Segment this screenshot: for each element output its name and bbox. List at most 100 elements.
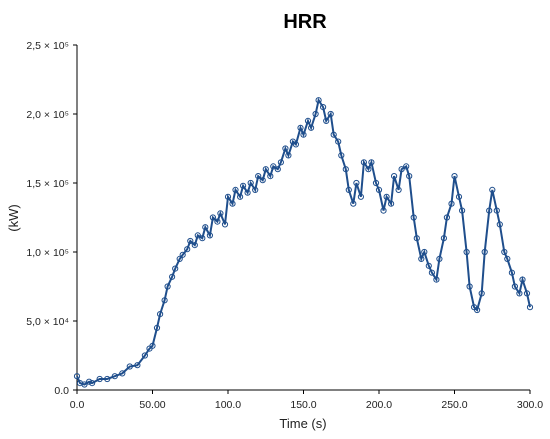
data-point — [516, 290, 523, 297]
data-point — [277, 159, 284, 166]
data-point — [421, 248, 428, 256]
x-tick-label: 300.0 — [517, 399, 543, 411]
data-point — [149, 342, 156, 349]
x-axis-label: Time (s) — [279, 416, 326, 431]
x-ticks: 0.0 50.00 100.0 150.0 200.0 250.0 300.0 — [70, 390, 543, 411]
data-point — [526, 304, 534, 311]
data-point — [126, 363, 133, 370]
data-point — [308, 124, 315, 131]
data-point — [270, 163, 277, 170]
data-point — [406, 173, 413, 180]
data-point — [237, 193, 244, 200]
data-point — [209, 214, 216, 221]
data-point — [119, 370, 126, 377]
data-point — [433, 276, 440, 283]
data-point — [86, 378, 93, 385]
data-point — [244, 189, 251, 196]
data-point — [169, 273, 176, 280]
data-point — [496, 221, 503, 228]
data-point — [247, 179, 254, 187]
data-point — [451, 173, 458, 180]
data-point — [327, 110, 334, 118]
data-point — [481, 248, 488, 256]
data-point — [259, 177, 266, 184]
data-point — [365, 166, 372, 173]
data-point — [448, 200, 455, 207]
data-point — [217, 210, 224, 217]
data-point — [262, 166, 269, 173]
y-tick-label: 1,5 × 10⁵ — [26, 178, 69, 190]
data-point — [372, 179, 380, 187]
data-point — [360, 159, 367, 166]
data-point — [443, 214, 450, 221]
data-point — [368, 159, 375, 166]
data-point — [164, 283, 171, 290]
data-point — [489, 186, 496, 193]
y-tick-label: 2,0 × 10⁵ — [26, 109, 69, 121]
series-markers — [73, 97, 534, 388]
y-tick-label: 5,0 × 10⁴ — [26, 316, 69, 328]
data-point — [440, 235, 447, 242]
data-point — [511, 283, 519, 290]
data-point — [224, 193, 232, 200]
data-point — [455, 193, 463, 200]
data-point — [463, 248, 470, 256]
data-point — [519, 276, 526, 283]
data-point — [282, 145, 289, 152]
data-point — [161, 297, 168, 304]
data-point — [141, 352, 148, 359]
data-point — [304, 117, 312, 125]
y-ticks: 0.0 5,0 × 10⁴ 1,0 × 10⁵ 1,5 × 10⁵ 2,0 × 10⁵ 2… — [26, 40, 77, 397]
data-point — [338, 152, 345, 159]
data-point — [81, 381, 88, 388]
data-point — [466, 283, 473, 290]
data-point — [292, 141, 299, 148]
data-point — [320, 104, 327, 111]
data-point — [255, 173, 262, 180]
data-point — [214, 218, 221, 225]
series-line — [76, 97, 531, 386]
data-point — [436, 255, 443, 262]
data-point — [493, 207, 500, 214]
x-tick-label: 250.0 — [441, 399, 467, 411]
data-point — [342, 166, 349, 173]
data-point — [73, 373, 81, 380]
data-point — [375, 186, 383, 193]
data-point — [229, 200, 236, 207]
data-point — [398, 166, 405, 173]
y-tick-label: 1,0 × 10⁵ — [26, 247, 69, 259]
data-point — [501, 248, 508, 256]
x-tick-label: 50.00 — [139, 399, 165, 411]
data-point — [323, 117, 330, 125]
data-point — [315, 97, 322, 104]
data-point — [418, 255, 425, 262]
y-axis-label: (kW) — [6, 204, 21, 231]
data-point — [252, 186, 259, 193]
data-point — [312, 110, 319, 118]
plot-area: 0.0 50.00 100.0 150.0 200.0 250.0 300.0 0.0 5,0… — [26, 40, 543, 411]
data-point — [335, 138, 342, 145]
data-point — [157, 311, 164, 318]
data-point — [357, 193, 364, 200]
data-point — [410, 214, 417, 221]
x-tick-label: 100.0 — [215, 399, 241, 411]
data-point — [380, 207, 387, 214]
data-point — [345, 186, 352, 193]
data-point — [383, 193, 390, 200]
data-point — [403, 163, 410, 170]
data-point — [428, 269, 435, 276]
data-point — [413, 235, 420, 242]
data-point — [459, 207, 466, 214]
data-point — [184, 246, 191, 253]
data-point — [232, 186, 239, 193]
data-point — [89, 380, 96, 387]
data-point — [134, 362, 141, 369]
data-point — [353, 179, 360, 187]
data-point — [474, 306, 481, 314]
data-point — [523, 290, 531, 297]
data-point — [425, 262, 432, 269]
data-point — [179, 251, 186, 258]
data-point — [297, 124, 304, 131]
data-point — [300, 131, 307, 138]
